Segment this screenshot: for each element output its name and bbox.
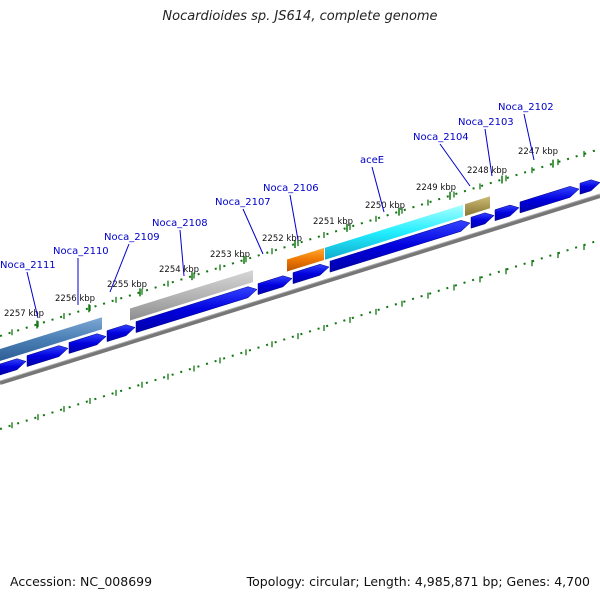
label-leader-line — [484, 128, 493, 177]
gene-block-noca-2108[interactable] — [130, 270, 253, 321]
gene-label[interactable]: Noca_2106 — [263, 183, 319, 194]
gene-label[interactable]: Noca_2108 — [152, 218, 208, 229]
kbp-label: 2255 kbp — [107, 280, 147, 290]
gene-label[interactable]: Noca_2107 — [215, 197, 271, 208]
kbp-label: 2250 kbp — [365, 201, 405, 211]
genome-summary-text: Topology: circular; Length: 4,985,871 bp… — [246, 574, 590, 589]
gene-arrow[interactable] — [292, 264, 330, 285]
label-leader-line — [179, 229, 185, 277]
kbp-label: 2251 kbp — [313, 217, 353, 227]
gene-arrow[interactable] — [257, 275, 293, 295]
kbp-label: 2254 kbp — [159, 265, 199, 275]
kbp-label: 2249 kbp — [416, 183, 456, 193]
label-leader-line — [371, 166, 385, 213]
label-leader-line — [26, 271, 39, 319]
backbone-line — [0, 194, 600, 385]
gene-arrow[interactable] — [135, 286, 258, 333]
label-leader-line — [109, 243, 130, 293]
outer-tick-track — [0, 148, 600, 337]
gene-block-acee[interactable] — [325, 204, 463, 260]
gene-block-noca-2103[interactable] — [465, 196, 490, 217]
gene-label[interactable]: Noca_2103 — [458, 117, 514, 128]
backbone-highlight — [0, 193, 600, 382]
label-leader-line — [439, 143, 471, 187]
gene-arrow[interactable] — [494, 204, 520, 222]
gene-arrow[interactable] — [106, 324, 136, 342]
gene-arrow[interactable] — [0, 358, 27, 376]
kbp-label: 2253 kbp — [210, 250, 250, 260]
kbp-label: 2256 kbp — [55, 294, 95, 304]
gene-arrow[interactable] — [329, 220, 471, 273]
gene-label[interactable]: Noca_2111 — [0, 260, 56, 271]
gene-label[interactable]: Noca_2109 — [104, 232, 160, 243]
gene-label[interactable]: Noca_2104 — [413, 132, 469, 143]
kbp-label: 2247 kbp — [518, 147, 558, 157]
map-title: Nocardioides sp. JS614, complete genome — [162, 9, 438, 24]
gene-arrow[interactable] — [579, 179, 600, 195]
accession-text: Accession: NC_008699 — [10, 574, 153, 589]
gene-arrow[interactable] — [26, 345, 69, 367]
gene-label[interactable]: Noca_2102 — [498, 102, 554, 113]
gene-arrow[interactable] — [470, 212, 495, 229]
gene-arrow[interactable] — [519, 186, 580, 214]
gene-block-noca-2111[interactable] — [0, 317, 102, 361]
gene-label[interactable]: Noca_2110 — [53, 246, 109, 257]
kbp-label: 2248 kbp — [467, 166, 507, 176]
gene-arrow[interactable] — [68, 333, 107, 354]
label-leader-line — [289, 194, 299, 241]
kbp-label: 2252 kbp — [262, 234, 302, 244]
label-leader-line — [242, 208, 264, 255]
kbp-label: 2257 kbp — [4, 309, 44, 319]
label-leader-line — [523, 113, 535, 161]
gene-block-noca-2106[interactable] — [287, 248, 324, 272]
gene-label[interactable]: aceE — [360, 155, 384, 166]
